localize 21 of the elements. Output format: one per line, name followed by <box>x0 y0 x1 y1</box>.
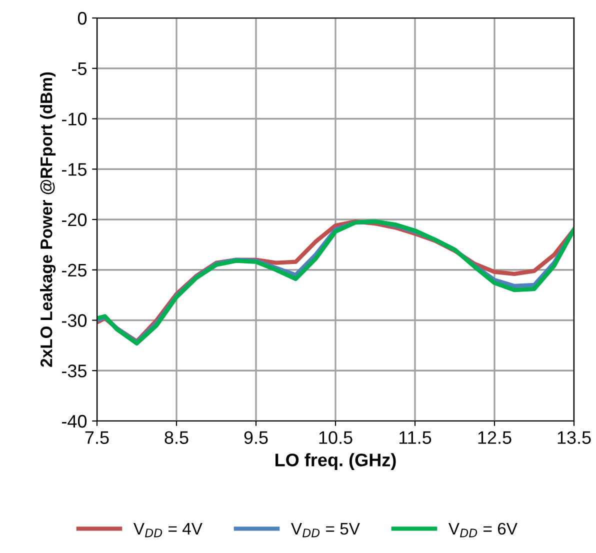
y-tick-label: -15 <box>62 163 87 176</box>
y-tick-label: -40 <box>62 414 87 428</box>
x-tick-label: 9.5 <box>244 431 268 444</box>
x-tick-label: 12.5 <box>478 431 512 444</box>
x-tick-label: 11.5 <box>399 431 432 444</box>
y-tick-label: -25 <box>62 264 87 277</box>
y-tick-label: -30 <box>62 314 87 327</box>
y-tick-label: -5 <box>72 62 87 76</box>
y-tick-label: 0 <box>78 12 87 25</box>
legend-label: V$_{DD}$ = 5V <box>290 523 360 538</box>
legend-label: V$_{DD}$ = 4V <box>133 523 202 538</box>
x-tick-label: 10.5 <box>319 431 352 444</box>
x-tick-label: 13.5 <box>558 431 591 444</box>
y-tick-label: -35 <box>62 364 87 378</box>
y-axis-title: 2xLO Leakage Power @RFport (dBm) <box>40 72 56 367</box>
x-tick-label: 8.5 <box>164 431 188 444</box>
x-axis-title: LO freq. (GHz) <box>276 453 396 470</box>
y-tick-label: -20 <box>62 213 87 226</box>
y-tick-label: -10 <box>62 112 87 126</box>
legend-label: V$_{DD}$ = 6V <box>448 522 518 538</box>
x-tick-label: 7.5 <box>85 431 109 444</box>
